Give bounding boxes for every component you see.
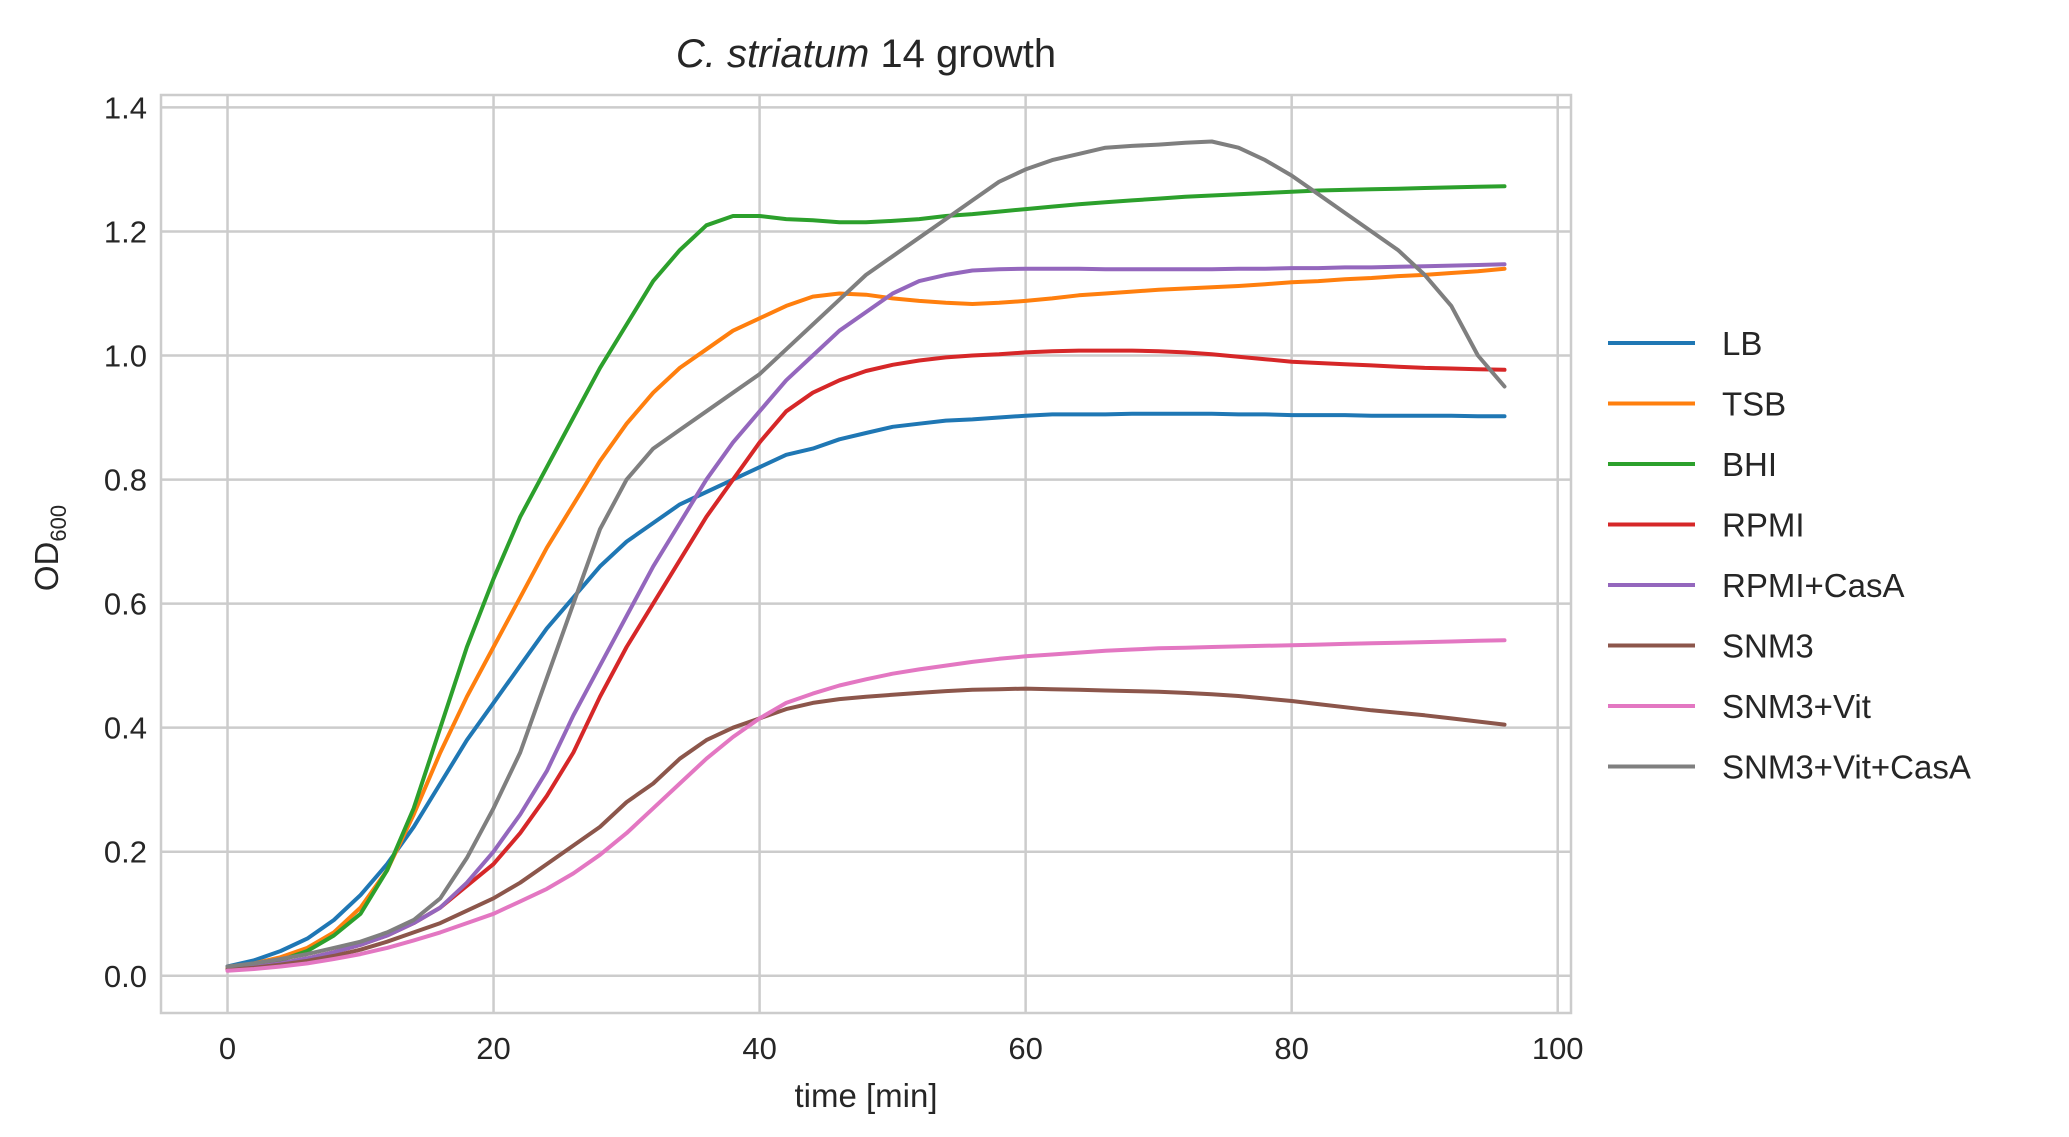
x-tick-label: 100	[1532, 1031, 1584, 1066]
legend-label: RPMI	[1722, 507, 1805, 544]
y-tick-label: 1.0	[104, 339, 147, 374]
series-line-rpmi-casa	[225, 262, 1507, 972]
legend-label: BHI	[1722, 446, 1777, 483]
legend-label: LB	[1722, 325, 1762, 362]
chart-title: C. striatum 14 growth	[676, 32, 1056, 76]
legend-label: RPMI+CasA	[1722, 567, 1904, 604]
plot-frame	[159, 93, 1573, 1015]
legend-item-snm3: SNM3	[1608, 628, 1814, 665]
legend-item-bhi: BHI	[1608, 446, 1777, 483]
x-tick-label: 0	[219, 1031, 236, 1066]
x-tick-labels: 0 20 40 60 80 100	[219, 1031, 1584, 1066]
x-tick-label: 60	[1008, 1031, 1042, 1066]
chart-title-rest: 14 growth	[869, 32, 1056, 76]
y-axis-label: OD600	[28, 505, 71, 591]
y-tick-label: 0.0	[104, 959, 147, 994]
series-line-snm3-vit-casa	[225, 139, 1507, 969]
y-tick-label: 0.8	[104, 463, 147, 498]
chart-title-species: C. striatum	[676, 32, 869, 76]
series-line-snm3	[225, 686, 1507, 972]
legend-label: SNM3	[1722, 628, 1814, 665]
legend: LB TSB BHI RPMI RPMI+CasA SNM3 SNM3+Vit SNM3+Vi…	[1608, 325, 1971, 786]
legend-label: SNM3+Vit	[1722, 688, 1871, 725]
y-axis-label-main: OD	[28, 542, 65, 592]
y-tick-label: 1.2	[104, 214, 147, 249]
legend-item-snm3-vit: SNM3+Vit	[1608, 688, 1871, 725]
legend-item-lb: LB	[1608, 325, 1762, 362]
y-tick-label: 0.6	[104, 587, 147, 622]
y-tick-label: 0.4	[104, 711, 147, 746]
y-tick-label: 1.4	[104, 90, 147, 125]
series-line-bhi	[225, 184, 1507, 972]
x-tick-label: 20	[476, 1031, 510, 1066]
y-tick-labels: 0.0 0.2 0.4 0.6 0.8 1.0 1.2 1.4	[104, 90, 147, 993]
series-line-snm3-vit	[225, 638, 1507, 973]
legend-item-rpmi-casa: RPMI+CasA	[1608, 567, 1904, 604]
series-line-tsb	[225, 266, 1507, 971]
x-tick-label: 40	[742, 1031, 776, 1066]
legend-label: SNM3+Vit+CasA	[1722, 749, 1971, 786]
y-axis-label-subscript: 600	[46, 505, 71, 542]
x-axis-label: time [min]	[794, 1077, 937, 1114]
legend-item-snm3-vit-casa: SNM3+Vit+CasA	[1608, 749, 1971, 786]
legend-item-rpmi: RPMI	[1608, 507, 1805, 544]
legend-item-tsb: TSB	[1608, 386, 1786, 423]
y-tick-label: 0.2	[104, 835, 147, 870]
series-lines	[225, 139, 1507, 973]
series-line-lb	[225, 411, 1507, 969]
legend-label: TSB	[1722, 386, 1786, 423]
x-tick-label: 80	[1274, 1031, 1308, 1066]
